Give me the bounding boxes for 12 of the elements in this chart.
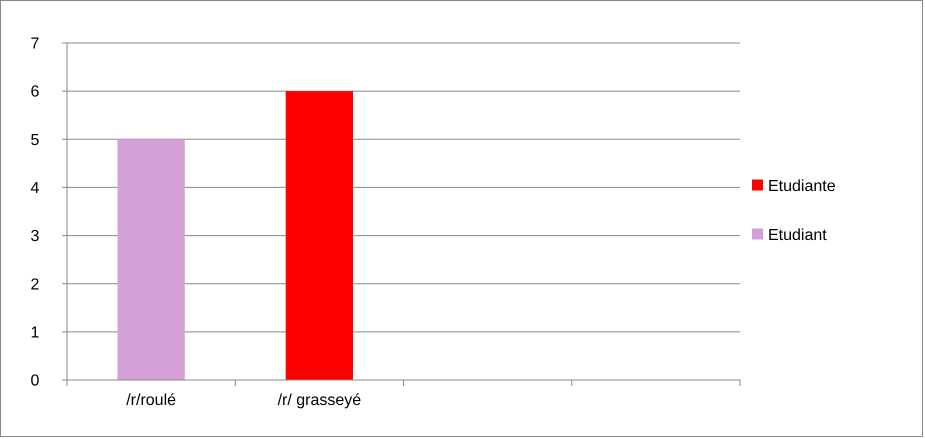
x-tick-label: /r/roulé [126, 392, 176, 409]
y-tick-label: 2 [30, 276, 40, 294]
y-tick-label: 6 [30, 84, 40, 101]
y-tick-label: 3 [30, 228, 40, 246]
y-tick-label: 7 [30, 36, 40, 53]
y-tick-label: 4 [30, 180, 40, 198]
legend-label: Etudiante [768, 178, 836, 196]
x-tick-label: /r/ grasseyé [278, 392, 362, 409]
y-tick-label: 5 [30, 132, 40, 149]
y-tick-label: 1 [30, 324, 40, 342]
legend-label: Etudiant [768, 227, 828, 244]
y-tick-label: 0 [30, 372, 40, 390]
